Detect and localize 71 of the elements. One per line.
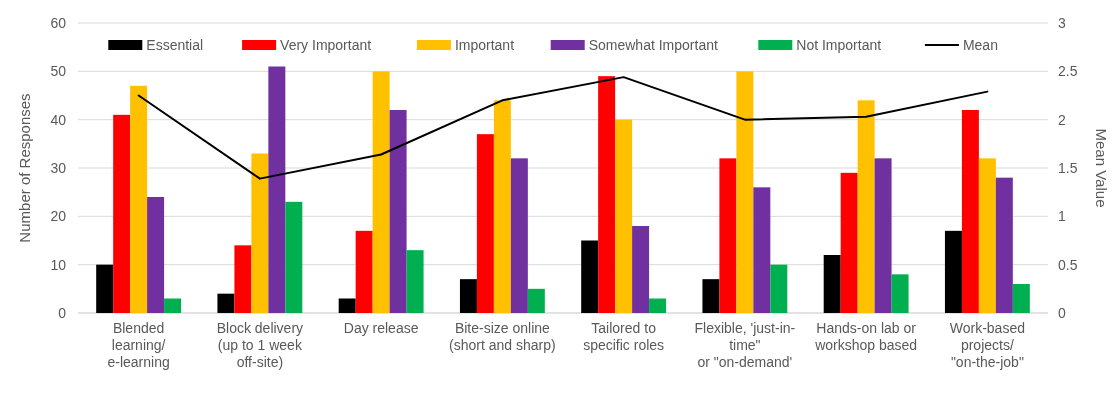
y-tick-label: 0 bbox=[58, 304, 67, 321]
bar bbox=[268, 66, 286, 313]
bar bbox=[874, 158, 892, 313]
bar bbox=[632, 226, 650, 313]
x-tick-label: Tailored to specific roles bbox=[583, 320, 665, 353]
bar bbox=[753, 187, 771, 313]
x-tick-label: Blended learning/ e-learning bbox=[107, 320, 170, 370]
y2-tick-label: 2 bbox=[1058, 111, 1066, 128]
y2-tick-label: 1.5 bbox=[1058, 159, 1078, 176]
y-tick-label: 20 bbox=[50, 208, 67, 225]
x-tick-label: Flexible, 'just-in- time" or "on-demand' bbox=[694, 320, 796, 370]
bar bbox=[978, 158, 996, 313]
bar bbox=[372, 71, 390, 313]
bar bbox=[510, 158, 528, 313]
y2-tick-label: 0 bbox=[1058, 304, 1066, 321]
bar bbox=[581, 240, 599, 313]
bar bbox=[823, 255, 841, 313]
x-tick-label: Work-based projects/ "on-the-job" bbox=[949, 320, 1025, 370]
legend-label: Somewhat Important bbox=[588, 36, 718, 53]
bar bbox=[147, 197, 165, 313]
x-tick-label: Day release bbox=[343, 320, 419, 336]
bar bbox=[217, 293, 235, 313]
bar bbox=[702, 279, 720, 313]
y2-tick-label: 3 bbox=[1058, 14, 1066, 31]
x-tick-label: Bite-size online (short and sharp) bbox=[449, 320, 556, 353]
bar bbox=[527, 288, 545, 313]
bar bbox=[719, 158, 737, 313]
y2-tick-label: 0.5 bbox=[1058, 256, 1078, 273]
line-series bbox=[137, 76, 989, 180]
y-tick-label: 60 bbox=[50, 14, 67, 31]
y-tick-label: 50 bbox=[50, 63, 67, 80]
bar bbox=[891, 274, 909, 313]
y2-tick-label: 1 bbox=[1058, 208, 1066, 225]
bar bbox=[476, 134, 494, 313]
y-axis-title: Number of Responses bbox=[16, 93, 33, 243]
bar bbox=[113, 114, 131, 313]
bar bbox=[285, 201, 303, 313]
y-tick-label: 30 bbox=[50, 159, 67, 176]
y-tick-label: 10 bbox=[50, 256, 67, 273]
bar bbox=[389, 110, 407, 313]
bar bbox=[770, 264, 788, 313]
bar bbox=[251, 153, 269, 313]
bar bbox=[96, 264, 114, 313]
x-tick-label: Block delivery (up to 1 week off-site) bbox=[216, 320, 304, 370]
legend-label: Not Important bbox=[796, 36, 882, 53]
bar bbox=[406, 250, 424, 313]
bar bbox=[736, 71, 754, 313]
bar bbox=[840, 172, 858, 313]
bar bbox=[338, 298, 356, 313]
y2-tick-label: 2.5 bbox=[1058, 63, 1078, 80]
legend-label: Essential bbox=[146, 36, 204, 53]
legend-label: Very Important bbox=[280, 36, 372, 53]
bar bbox=[355, 230, 373, 313]
y2-axis-title: Mean Value bbox=[1093, 128, 1110, 208]
bar bbox=[857, 100, 875, 313]
bar bbox=[598, 76, 616, 313]
bar bbox=[615, 119, 633, 313]
bar bbox=[493, 100, 511, 313]
y-tick-label: 40 bbox=[50, 111, 67, 128]
x-tick-label: Hands-on lab or workshop based bbox=[814, 320, 918, 353]
bar bbox=[961, 110, 979, 313]
legend-label: Mean bbox=[962, 36, 998, 53]
bar bbox=[944, 230, 962, 313]
bar bbox=[1012, 284, 1030, 313]
bar bbox=[164, 298, 182, 313]
legend-label: Important bbox=[454, 36, 515, 53]
bar bbox=[459, 279, 477, 313]
bar bbox=[995, 177, 1013, 313]
bar bbox=[649, 298, 667, 313]
bar bbox=[234, 245, 252, 313]
bar bbox=[130, 85, 148, 313]
